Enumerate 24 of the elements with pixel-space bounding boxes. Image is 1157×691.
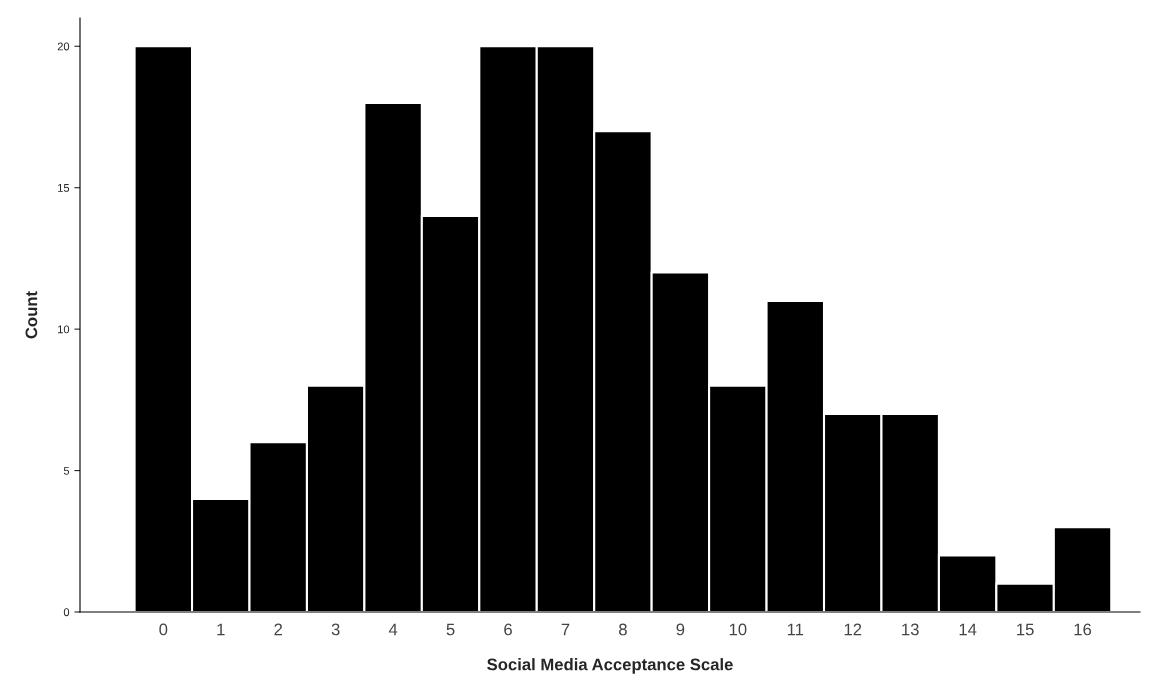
y-tick-label: 20 bbox=[57, 42, 70, 51]
x-axis-title: Social Media Acceptance Scale bbox=[487, 658, 733, 674]
x-tick-label: 8 bbox=[619, 623, 627, 636]
y-tick-label: 5 bbox=[63, 466, 70, 475]
x-tick-label: 16 bbox=[1074, 623, 1092, 636]
x-tick-label: 2 bbox=[274, 623, 283, 636]
x-tick-label: 6 bbox=[504, 623, 512, 636]
x-tick-label: 9 bbox=[676, 623, 685, 636]
x-tick-label: 4 bbox=[388, 623, 398, 636]
x-tick-label: 13 bbox=[902, 623, 919, 636]
x-tick-label: 7 bbox=[561, 623, 570, 636]
x-tick-label: 12 bbox=[844, 623, 862, 636]
x-tick-label: 14 bbox=[959, 623, 977, 636]
x-tick-label: 5 bbox=[446, 623, 455, 636]
x-tick-label: 11 bbox=[787, 623, 804, 636]
x-tick-label: 3 bbox=[331, 623, 340, 636]
y-axis-title: Count bbox=[25, 291, 38, 339]
x-tick-label: 10 bbox=[729, 623, 747, 636]
x-tick-label: 0 bbox=[159, 623, 168, 636]
x-tick-label: 1 bbox=[217, 623, 225, 636]
y-tick-label: 0 bbox=[63, 608, 70, 617]
y-tick-label: 10 bbox=[58, 325, 70, 334]
y-tick-label: 15 bbox=[58, 184, 70, 192]
x-tick-label: 15 bbox=[1017, 623, 1034, 636]
